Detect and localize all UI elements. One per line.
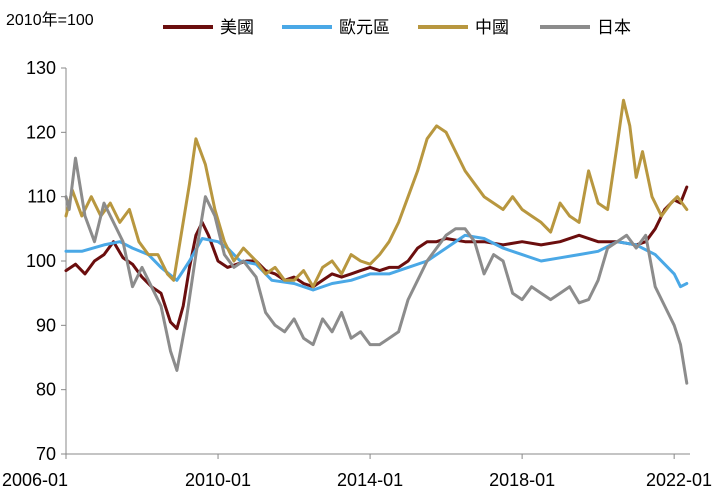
series-line-1 — [64, 233, 689, 292]
legend-label-0: 美國 — [220, 18, 254, 38]
x-tick-label: 2006-01 — [2, 470, 68, 490]
series-line-0 — [64, 185, 689, 331]
x-tick-label: 2018-01 — [489, 470, 555, 490]
x-axis-ticks: 2006-01 2010-01 2014-01 2018-01 2022-01 — [2, 454, 712, 490]
y-tick-label: 110 — [27, 187, 56, 207]
series-line-3 — [64, 156, 689, 385]
legend: 美國 歐元區 中國 日本 — [163, 18, 631, 38]
y-axis-ticks: 70 80 90 100 110 120 130 — [26, 58, 66, 464]
y-unit-label: 2010年=100 — [6, 11, 94, 29]
x-tick-label: 2022-01 — [646, 470, 712, 490]
legend-label-2: 中國 — [475, 18, 509, 38]
y-tick-label: 100 — [26, 251, 56, 271]
x-tick-label: 2010-01 — [185, 470, 251, 490]
legend-label-1: 歐元區 — [339, 18, 390, 38]
legend-label-3: 日本 — [597, 18, 631, 38]
y-tick-label: 80 — [36, 380, 56, 400]
x-tick-label: 2014-01 — [337, 470, 403, 490]
y-tick-label: 70 — [36, 444, 56, 464]
y-tick-label: 90 — [36, 315, 56, 335]
series-line-2 — [64, 98, 689, 289]
series-lines — [64, 98, 689, 385]
y-tick-label: 120 — [26, 122, 56, 142]
y-tick-label: 130 — [26, 58, 56, 78]
